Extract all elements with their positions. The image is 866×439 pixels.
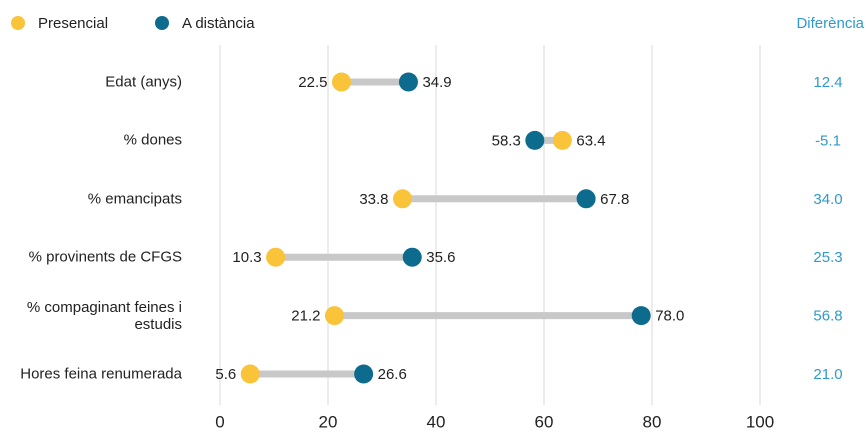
dot: [324, 306, 344, 326]
dot: [332, 72, 351, 92]
difference-value: -5.1: [815, 132, 841, 149]
value-label: 35.6: [426, 249, 455, 266]
category-label: Hores feina renumerada: [20, 365, 182, 383]
x-tick-label: 80: [643, 412, 662, 431]
x-tick-label: 40: [427, 412, 446, 431]
difference-value: 25.3: [813, 249, 842, 266]
x-tick-label: 100: [746, 412, 774, 431]
legend-label: Presencial: [38, 15, 108, 32]
category-label: % dones: [123, 131, 182, 149]
value-label: 67.8: [600, 191, 629, 208]
value-label: 58.3: [492, 132, 521, 149]
value-label: 22.5: [298, 74, 327, 91]
dot: [525, 130, 545, 150]
dot: [240, 364, 260, 384]
value-label: 63.4: [576, 132, 605, 149]
category-label: % emancipats: [87, 190, 182, 208]
value-label: 33.8: [359, 191, 388, 208]
value-label: 26.6: [378, 366, 407, 383]
x-tick-label: 60: [535, 412, 554, 431]
difference-title: Diferència: [796, 15, 864, 32]
x-tick-label: 20: [319, 412, 338, 431]
value-label: 5.6: [215, 366, 236, 383]
category-label: % provinents de CFGS: [28, 248, 182, 266]
dot: [402, 247, 422, 267]
difference-value: 56.8: [813, 308, 842, 325]
legend-marker: [155, 16, 169, 30]
legend-marker: [11, 16, 25, 30]
value-label: 10.3: [232, 249, 261, 266]
value-label: 21.2: [291, 308, 320, 325]
x-tick-label: 0: [215, 412, 224, 431]
value-label: 78.0: [655, 308, 684, 325]
dot: [552, 130, 572, 150]
legend-label: A distància: [182, 15, 255, 32]
dot: [576, 189, 596, 209]
difference-value: 21.0: [813, 366, 842, 383]
dot: [631, 306, 651, 326]
dot: [354, 364, 374, 384]
value-label: 34.9: [422, 74, 451, 91]
dot: [266, 247, 286, 267]
dot: [398, 72, 418, 92]
category-label: % compaginant feines i estudis: [26, 298, 182, 333]
dot: [393, 189, 413, 209]
difference-value: 34.0: [813, 191, 842, 208]
difference-value: 12.4: [813, 74, 842, 91]
category-label: Edat (anys): [105, 73, 182, 91]
